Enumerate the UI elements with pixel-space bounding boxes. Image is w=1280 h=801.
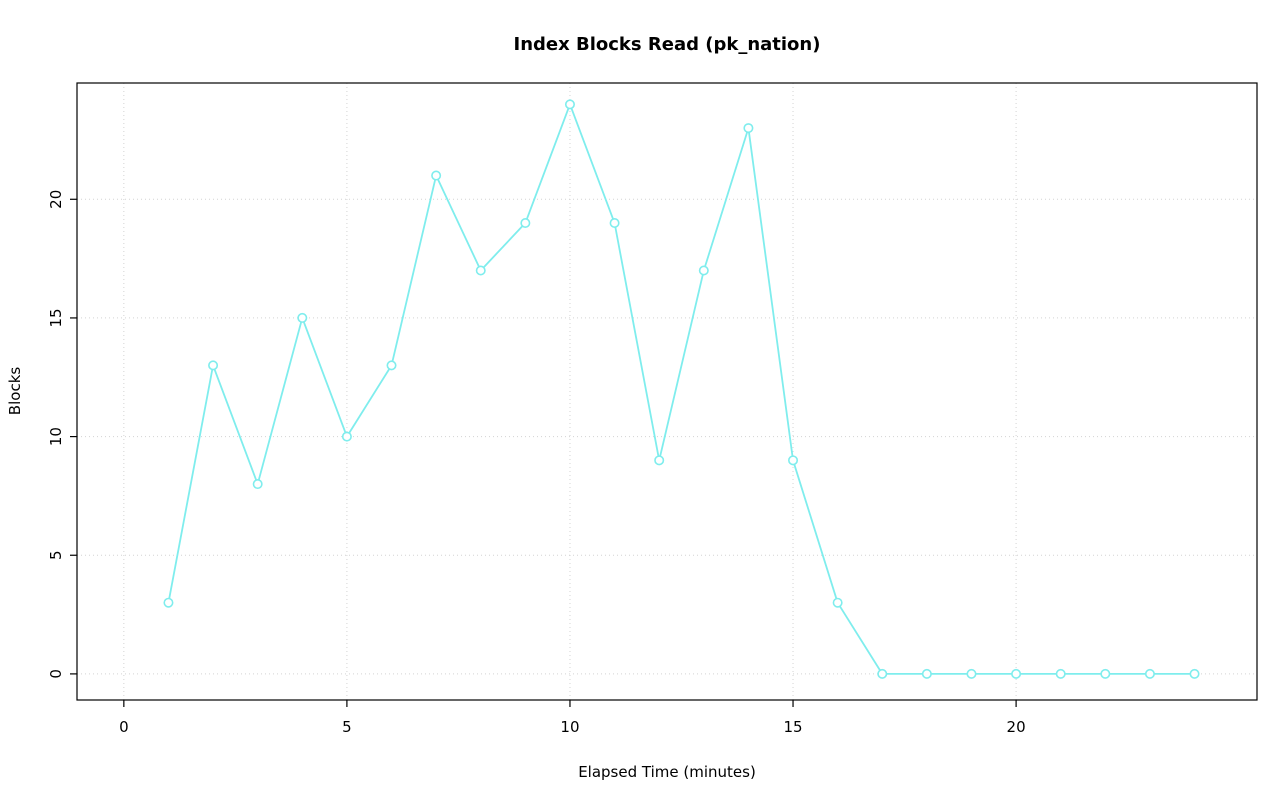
data-point: [1100, 668, 1111, 679]
y-tick-label: 10: [47, 427, 65, 446]
y-tick-label: 0: [47, 669, 65, 679]
data-point: [966, 668, 977, 679]
data-point: [520, 218, 531, 229]
x-axis-label: Elapsed Time (minutes): [578, 763, 756, 781]
data-point: [1011, 668, 1022, 679]
data-point: [788, 455, 799, 466]
data-point: [832, 597, 843, 608]
data-point: [297, 312, 308, 323]
data-point: [341, 431, 352, 442]
y-tick-label: 5: [47, 550, 65, 560]
data-line: [167, 103, 1196, 675]
data-point: [475, 265, 486, 276]
x-tick-label: 0: [119, 718, 129, 736]
x-tick-label: 15: [783, 718, 802, 736]
data-point: [698, 265, 709, 276]
x-tick-label: 5: [342, 718, 352, 736]
data-point: [877, 668, 888, 679]
data-point: [1144, 668, 1155, 679]
y-tick-label: 20: [47, 190, 65, 209]
data-point: [921, 668, 932, 679]
data-point: [743, 123, 754, 134]
x-tick-label: 20: [1007, 718, 1026, 736]
plot-border: [76, 82, 1258, 701]
y-tick-label: 15: [47, 308, 65, 327]
data-point: [609, 218, 620, 229]
data-point: [564, 99, 575, 110]
y-axis-label: Blocks: [6, 367, 24, 416]
data-point: [208, 360, 219, 371]
data-point: [163, 597, 174, 608]
chart-title: Index Blocks Read (pk_nation): [514, 34, 821, 55]
data-point: [431, 170, 442, 181]
data-point: [1055, 668, 1066, 679]
data-point: [1189, 668, 1200, 679]
data-point: [654, 455, 665, 466]
x-tick-label: 10: [560, 718, 579, 736]
data-point: [386, 360, 397, 371]
data-point: [252, 479, 263, 490]
